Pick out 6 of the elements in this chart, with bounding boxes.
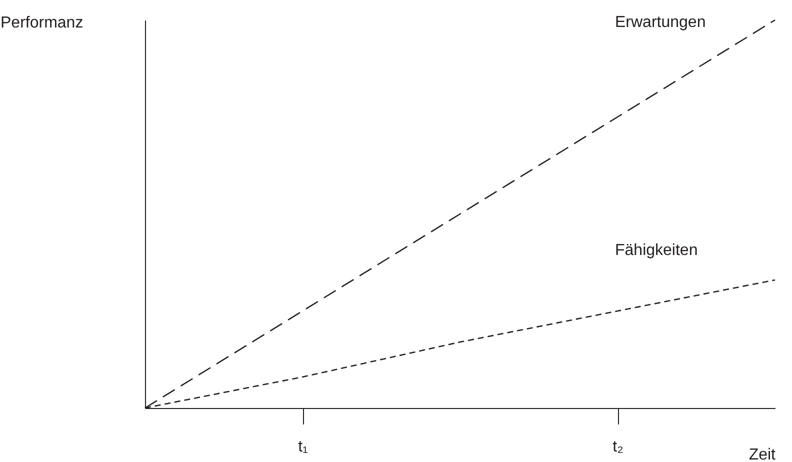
series-label: Erwartungen [615, 14, 706, 31]
text: Fähigkeiten [615, 242, 698, 259]
y-axis-title: Performanz [0, 14, 84, 32]
x-axis-title: Zeit [748, 446, 776, 462]
x-tick-label: t₁ [298, 438, 308, 456]
x-tick-label: t₂ [612, 438, 624, 456]
